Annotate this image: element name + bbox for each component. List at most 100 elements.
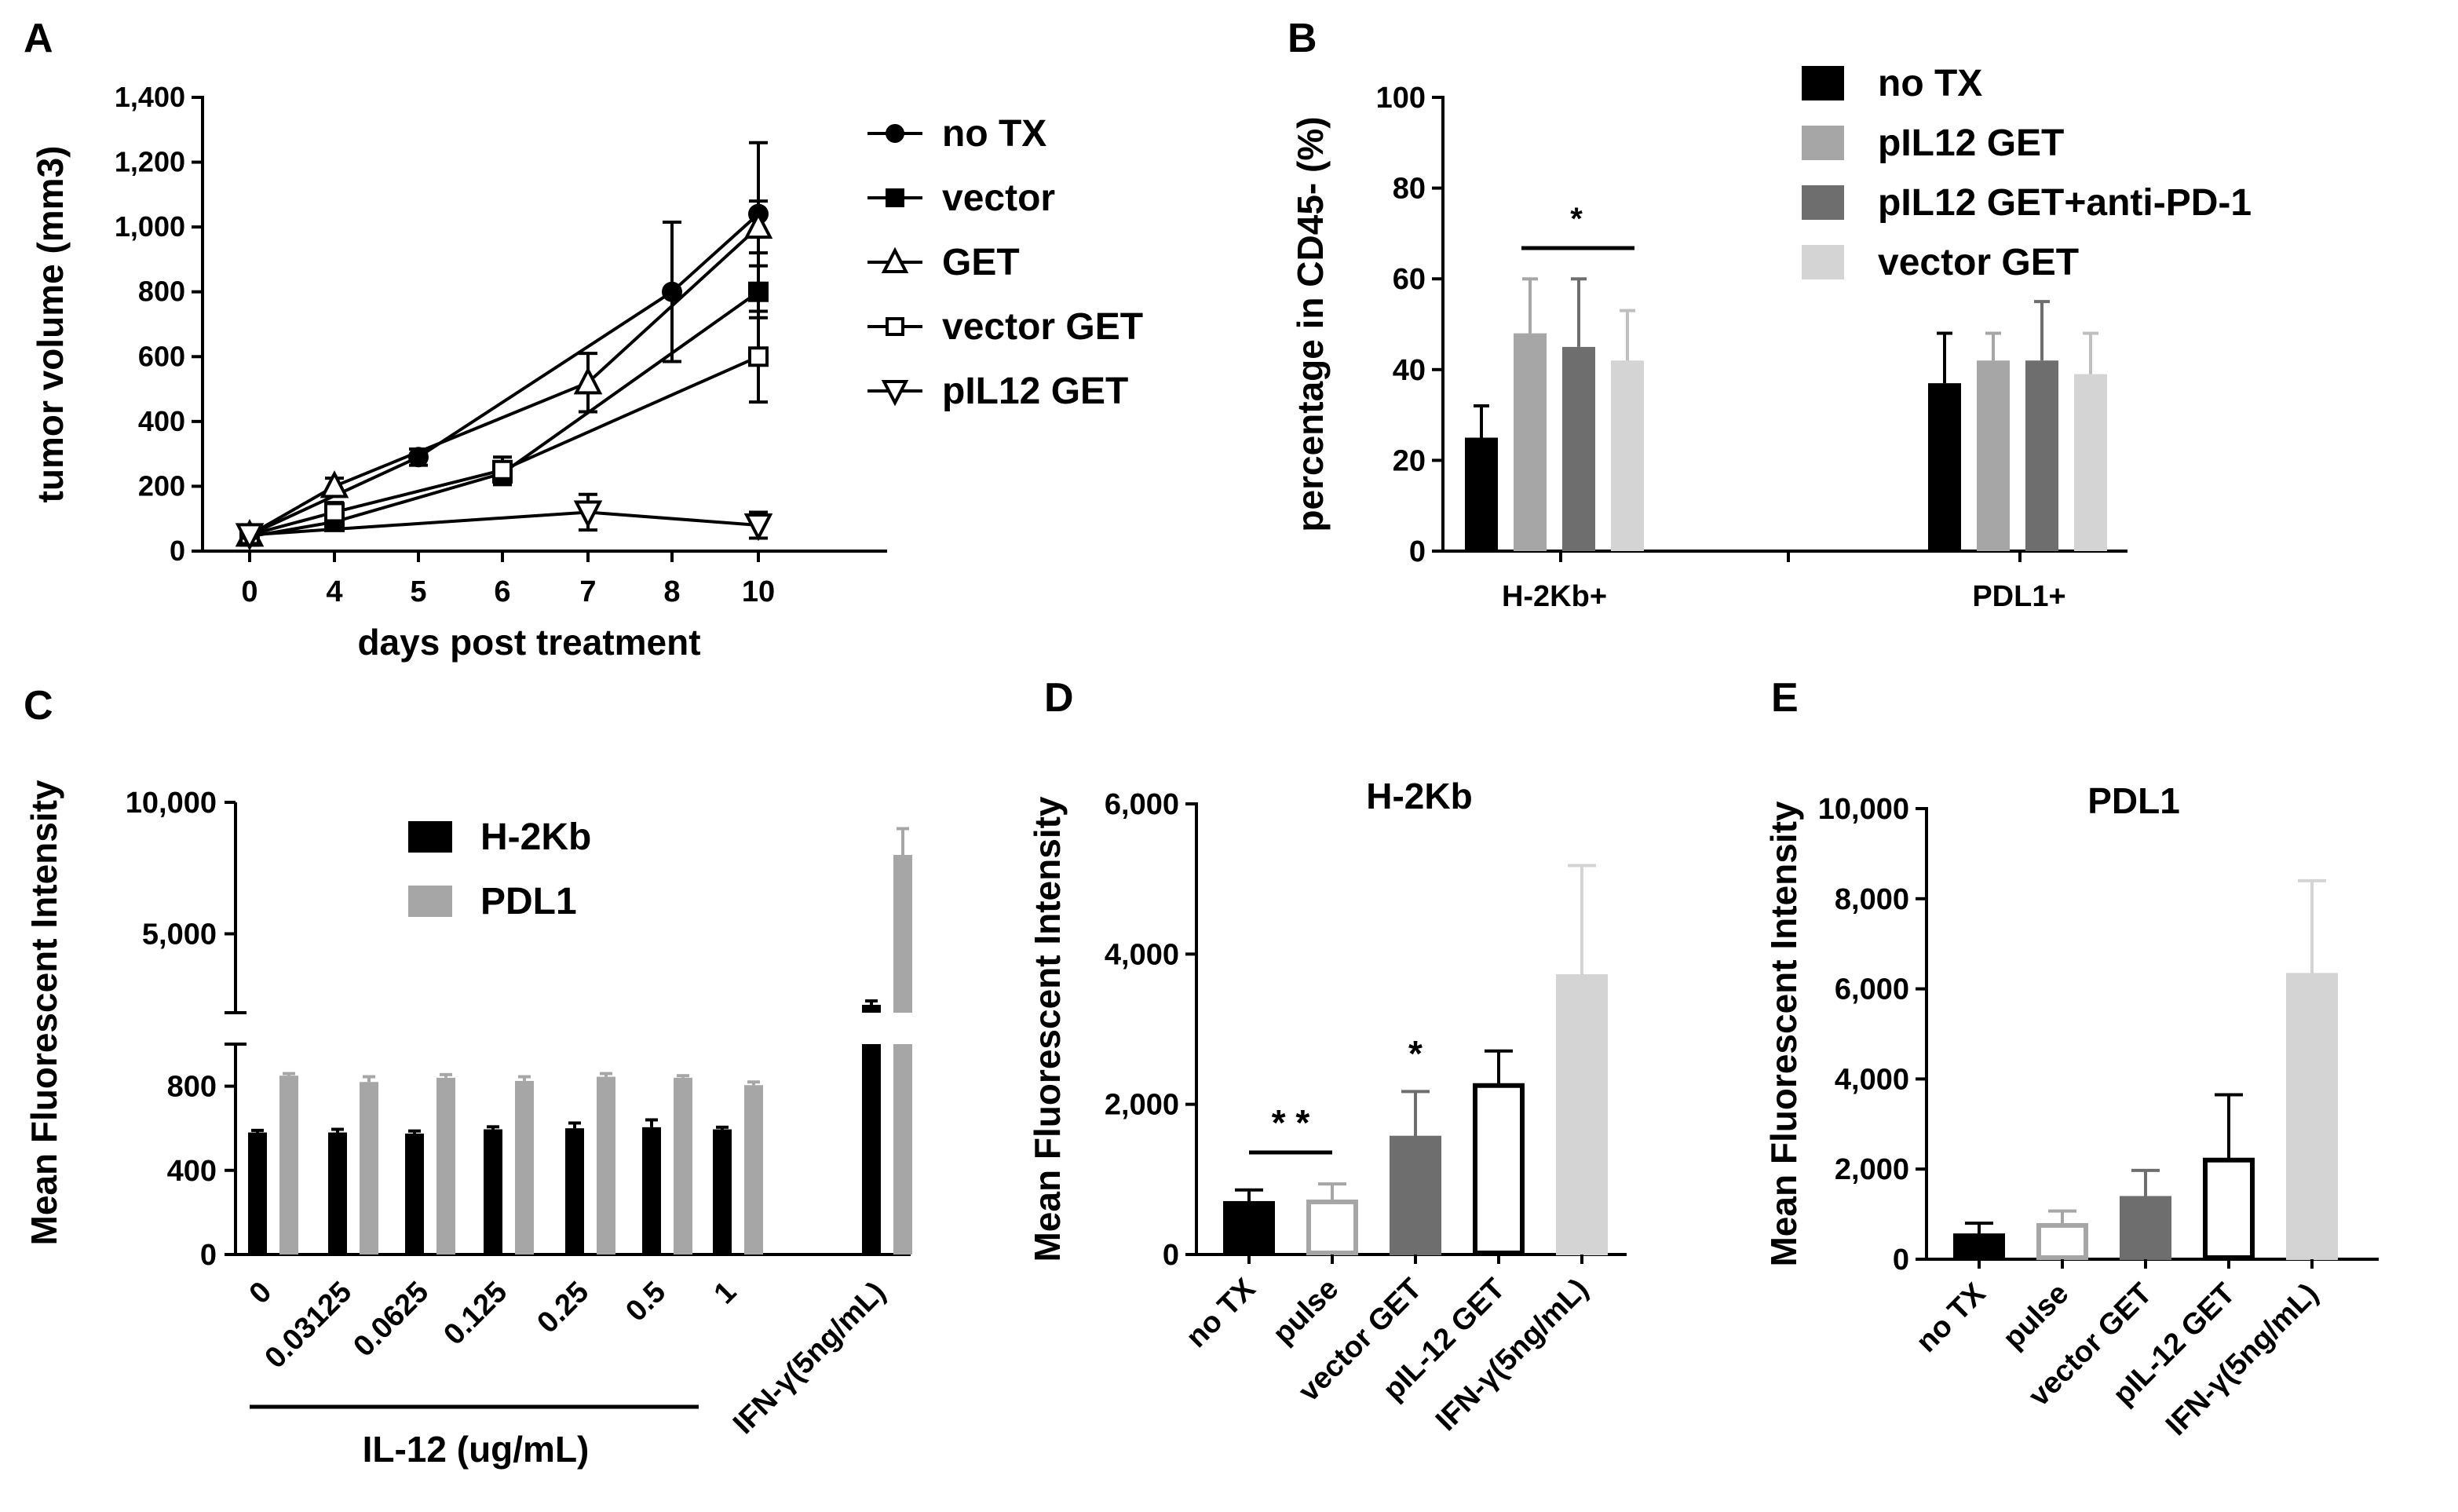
bar-h-2kb-6 (713, 1129, 732, 1255)
legend-marker-3 (886, 317, 904, 336)
x-tick-label-a: 10 (742, 575, 775, 608)
y-tick-label-c: 5,000 (142, 919, 217, 951)
legend-label-a: GET (942, 242, 1020, 283)
y-tick-label-b: 40 (1393, 354, 1426, 387)
panel-label-c: C (24, 683, 53, 729)
y-tick-label-panelE: 6,000 (1835, 973, 1909, 1006)
y-tick-label-panelD: 4,000 (1105, 938, 1179, 971)
legend-swatch-b (1802, 245, 1844, 279)
bar-panelD-4 (1556, 974, 1608, 1255)
bar-pil12-get-0 (1514, 333, 1547, 551)
panel-a-line-chart: 0 200 400 600 800 1,000 1,200 1,400 0 4 5 6 7 8 10 days… (30, 81, 1143, 663)
legend-swatch-b (1802, 66, 1844, 100)
bar-pdl1-3 (515, 1080, 534, 1255)
y-tick-label-panelE: 10,000 (1818, 793, 1909, 826)
y-axis-title-panelE: Mean Fluorescent Intensity (1763, 801, 1804, 1266)
x-tick-label-c: 0.5 (619, 1276, 672, 1328)
y-axis-title-c: Mean Fluorescent Intensity (24, 780, 64, 1245)
y-tick-label-panelE: 8,000 (1835, 883, 1909, 916)
bar-h-2kb-7-upper (862, 1004, 881, 1013)
group-label-c: IL-12 (ug/mL) (363, 1429, 590, 1470)
x-tick-label-panelE: no TX (1910, 1276, 1992, 1359)
significance-star-b: * (1570, 202, 1583, 236)
legend-label-b: vector GET (1878, 242, 2079, 283)
panel-label-e: E (1771, 675, 1799, 721)
data-point-vector (748, 281, 769, 302)
legend-label-c: H-2Kb (480, 816, 591, 858)
bar-pdl1-5 (674, 1077, 692, 1255)
bar-pil12-get-1 (1977, 360, 2010, 551)
bar-panelD-2 (1390, 1135, 1441, 1256)
bar-panelD-1 (1306, 1200, 1358, 1255)
significance-stars-d: * * (1272, 1102, 1310, 1143)
panel-d-bar-chart: 0 2,000 4,000 6,000 Mean Fluorescent Intensi… (1027, 776, 1627, 1437)
x-tick-label-b: H-2Kb+ (1502, 580, 1607, 613)
data-point-vector-get (324, 502, 345, 523)
y-tick-label-panelD: 6,000 (1105, 788, 1179, 821)
legend-label-a: vector GET (942, 306, 1143, 348)
legend-swatch-b (1802, 185, 1844, 220)
x-tick-label-c: 0 (243, 1276, 279, 1311)
panel-e-bar-chart: 0 2,000 4,000 6,000 8,000 10,000 Mean Fluoresc… (1763, 780, 2379, 1442)
bar-pdl1-7-lower (893, 1044, 912, 1255)
data-point-get (320, 470, 349, 499)
bar-pdl1-2 (436, 1077, 455, 1255)
x-tick-label-c: 0.03125 (259, 1276, 359, 1375)
y-tick-label-panelD: 0 (1163, 1239, 1179, 1272)
bar-pdl1-6 (744, 1085, 763, 1255)
y-tick-label-a: 400 (138, 405, 185, 437)
y-axis-title-panelD: Mean Fluorescent Intensity (1027, 796, 1068, 1262)
x-tick-label-a: 6 (494, 575, 510, 608)
chart-title-panelE: PDL1 (2087, 780, 2180, 821)
x-tick-label-panelE: IFN-γ(5ng/mL) (2160, 1277, 2325, 1442)
legend-marker-1 (886, 188, 904, 207)
x-tick-label-panelE: pulse (1996, 1277, 2075, 1356)
y-tick-label-a: 0 (170, 535, 185, 567)
x-tick-label-a: 8 (663, 575, 680, 608)
bar-h-2kb-2 (405, 1133, 424, 1255)
x-tick-label-c: 0.25 (531, 1276, 595, 1340)
y-tick-label-b: 80 (1393, 173, 1426, 206)
x-tick-label-c: IFN-γ(5ng/mL) (727, 1276, 892, 1441)
y-tick-label-a: 1,400 (115, 81, 185, 113)
bar-panelE-3 (2203, 1157, 2255, 1260)
panel-label-d: D (1044, 675, 1074, 721)
bar-panelE-1 (2036, 1222, 2088, 1260)
bar-pil12-get-anti-pd-1-1 (2025, 360, 2058, 551)
panel-label-a: A (24, 16, 53, 61)
bar-pdl1-1 (360, 1082, 378, 1255)
x-tick-label-a: 7 (579, 575, 596, 608)
y-tick-label-a: 1,000 (115, 210, 185, 243)
bar-h-2kb-4 (565, 1128, 584, 1255)
y-axis-title-a: tumor volume (mm3) (30, 146, 71, 503)
y-tick-label-c: 10,000 (126, 787, 217, 820)
bar-panelE-0 (1953, 1233, 2005, 1260)
legend-swatch-c (408, 886, 452, 917)
y-tick-label-panelE: 0 (1893, 1244, 1909, 1276)
x-tick-label-c: 0.125 (437, 1276, 513, 1352)
x-tick-label-panelD: IFN-γ(5ng/mL) (1430, 1273, 1594, 1437)
data-point-pil12-get (235, 523, 265, 551)
y-tick-label-c: 400 (167, 1155, 217, 1188)
bar-vector-get-1 (2074, 374, 2107, 551)
bar-panelE-2 (2120, 1196, 2171, 1261)
legend-label-b: no TX (1878, 63, 1982, 104)
significance-star-d: * (1408, 1033, 1423, 1074)
legend-label-a: vector (942, 177, 1055, 219)
x-tick-label-panelD: pulse (1266, 1273, 1345, 1351)
y-tick-label-b: 0 (1409, 535, 1426, 568)
bar-h-2kb-3 (484, 1129, 502, 1255)
legend-swatch-b (1802, 126, 1844, 160)
legend-label-b: pIL12 GET+anti-PD-1 (1878, 182, 2252, 224)
bar-h-2kb-0 (248, 1132, 267, 1255)
y-tick-label-c: 0 (200, 1239, 217, 1272)
bar-h-2kb-1 (328, 1132, 347, 1255)
y-tick-label-c: 800 (167, 1071, 217, 1104)
chart-title-panelD: H-2Kb (1366, 776, 1472, 816)
data-point-no-tx (408, 447, 429, 468)
bar-pdl1-0 (279, 1076, 298, 1255)
bar-pdl1-4 (597, 1076, 615, 1255)
data-point-vector-get (492, 459, 513, 480)
series-line-3 (249, 355, 759, 537)
